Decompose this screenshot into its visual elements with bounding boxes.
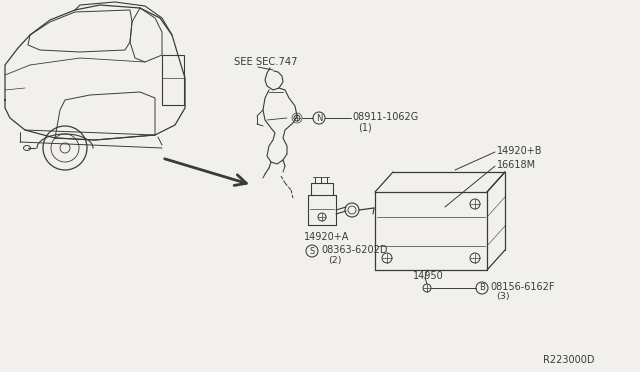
Text: 14950: 14950 xyxy=(413,271,444,281)
Text: S: S xyxy=(309,247,315,256)
Text: (2): (2) xyxy=(328,256,342,264)
Text: SEE SEC.747: SEE SEC.747 xyxy=(234,57,298,67)
Text: 08363-6202D: 08363-6202D xyxy=(321,245,387,255)
Text: 16618M: 16618M xyxy=(497,160,536,170)
Text: 14920+B: 14920+B xyxy=(497,146,543,156)
Text: B: B xyxy=(479,283,485,292)
Text: (3): (3) xyxy=(496,292,509,301)
Text: (1): (1) xyxy=(358,122,372,132)
Text: N: N xyxy=(316,113,322,122)
Text: 08156-6162F: 08156-6162F xyxy=(490,282,554,292)
Text: 08911-1062G: 08911-1062G xyxy=(352,112,419,122)
Text: R223000D: R223000D xyxy=(543,355,594,365)
Text: 14920+A: 14920+A xyxy=(304,232,349,242)
